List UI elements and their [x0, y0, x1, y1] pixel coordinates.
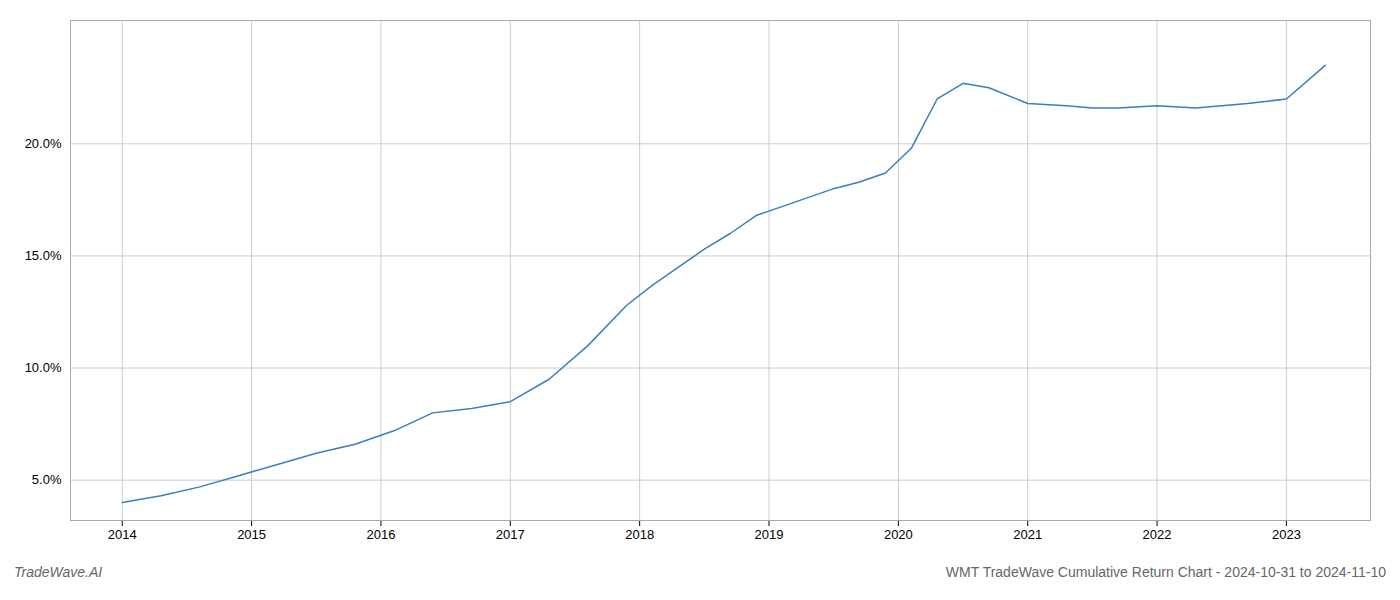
svg-text:2014: 2014 — [108, 527, 137, 542]
svg-text:5.0%: 5.0% — [32, 472, 62, 487]
svg-text:15.0%: 15.0% — [25, 248, 62, 263]
html-text:TradeWave.AI: TradeWave.AI — [14, 564, 103, 580]
svg-text:2023: 2023 — [1272, 527, 1301, 542]
html-text:WMT TradeWave Cumulative Retur: WMT TradeWave Cumulative Return Chart - … — [945, 564, 1386, 580]
svg-text:10.0%: 10.0% — [25, 360, 62, 375]
svg-text:2015: 2015 — [237, 527, 266, 542]
svg-text:2016: 2016 — [366, 527, 395, 542]
svg-text:20.0%: 20.0% — [25, 136, 62, 151]
svg-text:2020: 2020 — [884, 527, 913, 542]
svg-text:2019: 2019 — [755, 527, 784, 542]
svg-text:2022: 2022 — [1143, 527, 1172, 542]
svg-text:2018: 2018 — [625, 527, 654, 542]
svg-text:2021: 2021 — [1013, 527, 1042, 542]
svg-text:2017: 2017 — [496, 527, 525, 542]
